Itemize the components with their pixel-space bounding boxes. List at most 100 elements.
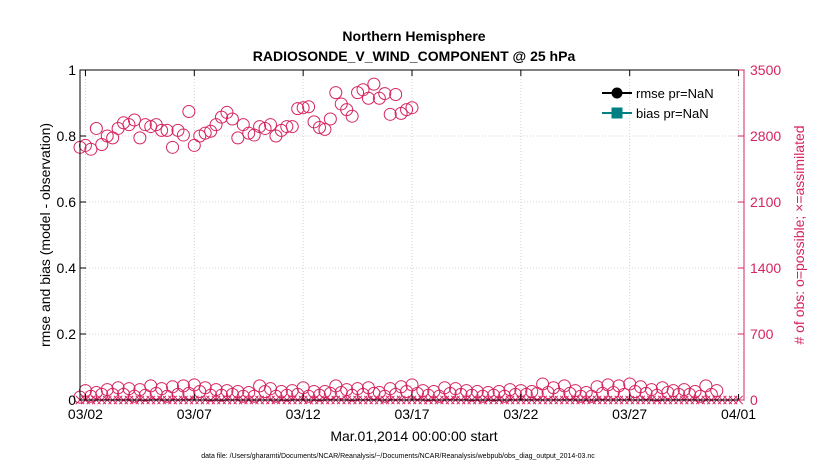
- right-y-tick-label: 0: [750, 392, 758, 408]
- left-y-tick-label: 0.8: [57, 128, 77, 144]
- chart-title: Northern Hemisphere: [342, 28, 485, 44]
- possible-obs-point: [323, 112, 337, 126]
- possible-obs-point: [492, 385, 506, 399]
- x-axis: 03/02 03/07 03/12 03/17 03/22 03/27 04/01: [68, 70, 756, 422]
- legend-bias-label: bias pr=NaN: [636, 106, 709, 121]
- possible-obs-point: [253, 120, 267, 134]
- possible-obs-point: [133, 131, 147, 145]
- possible-obs-point: [204, 124, 218, 138]
- right-y-axis: 0 700 1400 2100 2800 3500: [738, 62, 781, 408]
- possible-obs-point: [291, 102, 305, 116]
- possible-obs-point: [302, 100, 316, 114]
- possible-obs-point: [166, 140, 180, 154]
- possible-obs-point: [307, 385, 321, 399]
- possible-obs-point: [405, 101, 419, 115]
- legend-bias-marker: [611, 107, 623, 119]
- possible-obs-point: [242, 126, 256, 140]
- x-tick-label: 03/17: [394, 406, 429, 422]
- possible-obs-point: [285, 120, 299, 134]
- possible-obs-point: [394, 106, 408, 120]
- possible-obs-point: [547, 381, 561, 395]
- grid: [80, 69, 744, 401]
- possible-obs-point: [541, 385, 555, 399]
- possible-obs-point: [296, 101, 310, 115]
- possible-obs-point: [160, 123, 174, 137]
- possible-obs-point: [699, 379, 713, 393]
- possible-obs-point: [198, 126, 212, 140]
- possible-obs-point: [182, 104, 196, 118]
- possible-obs-point: [220, 384, 234, 398]
- x-tick-label: 03/12: [286, 406, 321, 422]
- possible-obs-point: [400, 385, 414, 399]
- possible-obs-point: [95, 137, 109, 151]
- x-tick-label: 03/22: [503, 406, 538, 422]
- possible-obs-point: [138, 118, 152, 132]
- left-y-tick-label: 0.6: [57, 194, 77, 210]
- plot-points: [73, 77, 744, 405]
- possible-obs-point: [677, 383, 691, 397]
- possible-obs-point: [318, 385, 332, 399]
- possible-obs-point: [247, 389, 261, 403]
- possible-obs-point: [171, 123, 185, 137]
- legend-rmse-label: rmse pr=NaN: [636, 86, 714, 101]
- possible-obs-point: [367, 77, 381, 91]
- possible-obs-point: [225, 112, 239, 126]
- possible-obs-point: [155, 123, 169, 137]
- possible-obs-point: [459, 384, 473, 398]
- possible-obs-point: [383, 107, 397, 121]
- x-axis-label: Mar.01,2014 00:00:00 start: [330, 428, 497, 444]
- possible-obs-point: [710, 384, 724, 398]
- possible-obs-point: [280, 120, 294, 134]
- possible-obs-point: [536, 377, 550, 391]
- right-y-tick-label: 2100: [750, 194, 781, 210]
- x-tick-label: 03/27: [612, 406, 647, 422]
- legend: rmse pr=NaN bias pr=NaN: [602, 86, 714, 121]
- possible-obs-point: [231, 131, 245, 145]
- right-y-axis-label: # of obs: o=possible; ×=assimilated: [791, 125, 807, 344]
- possible-obs-point: [525, 385, 539, 399]
- left-y-tick-label: 0.2: [57, 326, 77, 342]
- right-y-tick-label: 700: [750, 326, 774, 342]
- x-tick-label: 04/01: [721, 406, 756, 422]
- left-y-tick-label: 1: [68, 62, 76, 78]
- chart-subtitle: RADIOSONDE_V_WIND_COMPONENT @ 25 hPa: [253, 48, 576, 64]
- possible-obs-point: [285, 384, 299, 398]
- possible-obs-point: [329, 86, 343, 100]
- left-y-axis-label: rmse and bias (model - observation): [37, 123, 53, 347]
- possible-obs-point: [111, 381, 125, 395]
- left-y-axis: 0 0.2 0.4 0.6 0.8 1: [57, 62, 86, 408]
- possible-obs-point: [127, 389, 141, 403]
- possible-obs-point: [590, 380, 604, 394]
- left-y-tick-label: 0.4: [57, 260, 77, 276]
- right-y-tick-label: 2800: [750, 128, 781, 144]
- possible-obs-point: [345, 109, 359, 123]
- possible-obs-point: [498, 389, 512, 403]
- possible-obs-point: [345, 388, 359, 402]
- possible-obs-point: [400, 103, 414, 117]
- possible-obs-point: [372, 91, 386, 105]
- possible-obs-point: [389, 88, 403, 102]
- possible-obs-point: [661, 385, 675, 399]
- possible-obs-point: [470, 385, 484, 399]
- possible-obs-point: [236, 118, 250, 132]
- possible-obs-point: [312, 121, 326, 135]
- possible-obs-point: [100, 129, 114, 143]
- legend-rmse-marker: [611, 87, 623, 99]
- possible-obs-point: [274, 385, 288, 399]
- possible-obs-point: [89, 121, 103, 135]
- possible-obs-point: [427, 385, 441, 399]
- x-tick-label: 03/07: [177, 406, 212, 422]
- possible-obs-point: [318, 122, 332, 136]
- possible-obs-point: [176, 128, 190, 142]
- possible-obs-point: [340, 103, 354, 117]
- right-y-tick-label: 3500: [750, 62, 781, 78]
- possible-obs-point: [361, 91, 375, 105]
- possible-obs-point: [127, 113, 141, 127]
- right-y-tick-label: 1400: [750, 260, 781, 276]
- data-file-note: data file: /Users/gharamti/Documents/NCA…: [201, 453, 595, 460]
- possible-obs-point: [242, 385, 256, 399]
- possible-obs-point: [100, 383, 114, 397]
- possible-obs-point: [579, 385, 593, 399]
- possible-obs-point: [263, 118, 277, 132]
